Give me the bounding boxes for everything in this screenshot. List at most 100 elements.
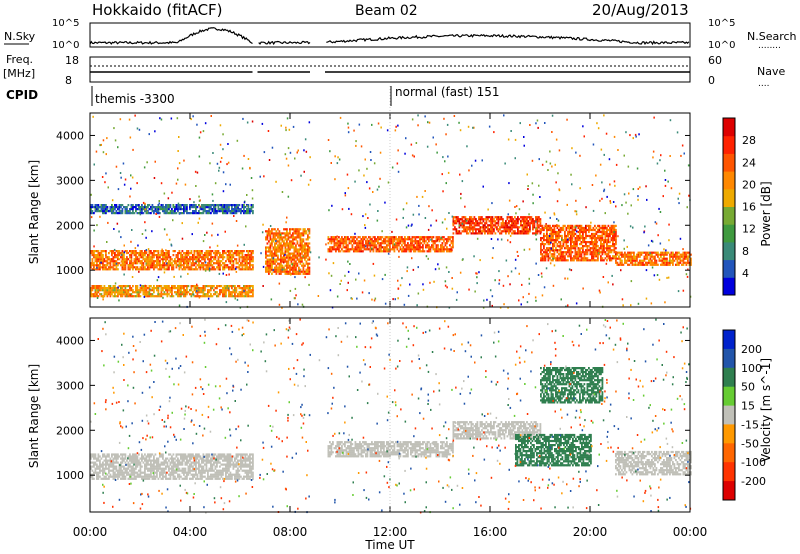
power-cell xyxy=(493,224,495,227)
power-cell xyxy=(357,246,360,249)
power-cell xyxy=(485,218,488,221)
power-cell xyxy=(121,210,124,213)
power-cell xyxy=(247,254,250,257)
power-cell xyxy=(518,230,521,233)
power-cell xyxy=(514,216,516,219)
power-cell xyxy=(295,268,297,271)
power-cell xyxy=(223,291,226,294)
power-cell xyxy=(207,285,209,288)
power-cell xyxy=(214,252,217,255)
power-speck xyxy=(635,135,637,138)
power-cell xyxy=(237,295,239,298)
power-cell xyxy=(410,248,412,251)
power-cell xyxy=(296,258,299,261)
power-cell xyxy=(377,242,379,245)
power-cell xyxy=(402,248,405,251)
power-cell xyxy=(467,218,470,221)
power-cell xyxy=(613,228,616,232)
power-cell xyxy=(97,285,100,288)
power-cell xyxy=(521,232,524,235)
power-speck xyxy=(551,165,553,168)
power-cell xyxy=(508,226,510,229)
power-cell xyxy=(301,234,303,237)
power-cell xyxy=(612,232,614,236)
power-cell xyxy=(296,256,299,259)
power-speck xyxy=(442,190,444,193)
power-cell xyxy=(102,208,104,211)
power-cell xyxy=(103,258,106,261)
power-speck xyxy=(96,297,99,299)
power-speck xyxy=(438,267,440,270)
power-cell xyxy=(130,262,133,265)
power-cell xyxy=(157,258,160,261)
power-cell xyxy=(296,248,299,251)
power-cell xyxy=(136,293,139,296)
power-cell xyxy=(159,206,161,209)
power-cell xyxy=(425,244,427,247)
power-cell xyxy=(435,236,438,239)
power-cell xyxy=(449,238,451,241)
power-cell xyxy=(287,244,290,247)
power-cell xyxy=(333,248,336,251)
power-cell xyxy=(268,260,270,263)
power-cell xyxy=(222,256,224,259)
power-cell xyxy=(96,210,98,213)
power-cell xyxy=(363,246,366,249)
power-cell xyxy=(631,257,634,260)
power-cell xyxy=(511,224,513,227)
power-cell xyxy=(91,285,94,288)
power-cell xyxy=(597,237,599,240)
power-speck xyxy=(621,298,624,301)
power-cell xyxy=(220,264,223,267)
power-speck xyxy=(623,247,625,250)
power-cell xyxy=(163,206,166,209)
power-speck xyxy=(379,177,381,180)
power-cell xyxy=(234,291,236,294)
power-speck xyxy=(350,297,352,300)
power-cell xyxy=(271,230,273,233)
power-cell xyxy=(540,257,542,260)
power-speck xyxy=(492,247,494,250)
power-cell xyxy=(178,268,181,271)
power-cell xyxy=(204,210,206,213)
power-cell xyxy=(246,262,248,265)
power-cell xyxy=(478,224,480,227)
power-cell xyxy=(595,245,598,248)
power-cell xyxy=(565,247,568,250)
power-speck xyxy=(676,131,679,134)
power-cell xyxy=(353,240,355,243)
power-cell xyxy=(546,249,548,252)
power-cell xyxy=(243,256,245,259)
power-cell xyxy=(138,252,140,255)
power-cell xyxy=(549,249,551,252)
power-cell xyxy=(112,291,115,294)
power-cell xyxy=(190,258,193,261)
power-cell xyxy=(238,264,241,267)
power-speck xyxy=(394,129,397,132)
power-cell xyxy=(304,228,306,231)
power-cell xyxy=(541,243,544,246)
power-cell xyxy=(180,208,182,211)
nave-label: Nave xyxy=(757,65,785,78)
power-cell xyxy=(97,256,100,259)
power-speck xyxy=(529,124,531,126)
power-cell xyxy=(151,252,154,255)
power-speck xyxy=(157,293,159,296)
power-speck xyxy=(552,249,554,252)
power-cell xyxy=(669,261,671,264)
power-cell xyxy=(296,230,299,233)
power-cell xyxy=(454,226,456,229)
power-cell xyxy=(359,240,361,243)
power-cell xyxy=(114,212,116,215)
power-cell xyxy=(102,206,104,209)
power-cell xyxy=(150,264,152,267)
power-cell xyxy=(271,240,273,243)
power-speck xyxy=(144,208,147,211)
power-cell xyxy=(127,210,130,213)
power-cell xyxy=(601,243,604,246)
power-cell xyxy=(103,206,106,209)
power-cell xyxy=(133,262,136,265)
power-speck xyxy=(331,204,333,207)
power-cell xyxy=(672,259,674,262)
power-cell xyxy=(153,254,155,257)
